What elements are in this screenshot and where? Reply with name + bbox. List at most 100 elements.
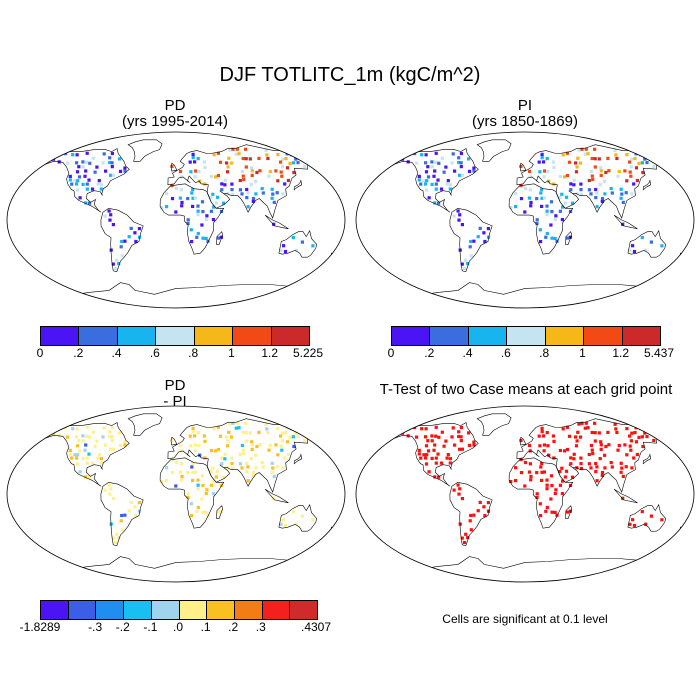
grid-cell [275,191,279,195]
grid-cell [75,462,80,466]
grid-cell [204,491,208,496]
grid-cell [613,422,617,426]
grid-cell [223,452,227,456]
grid-cell [68,174,72,178]
grid-cell [43,156,47,160]
grid-cell [486,235,491,239]
grid-cell [569,182,573,186]
grid-cell [274,169,278,173]
grid-cell [420,153,424,157]
grid-cell [178,196,182,200]
grid-cell [99,183,103,187]
grid-cell [535,197,539,201]
grid-cell [250,447,254,451]
colorbar-tick-label: 1.2 [261,346,279,360]
colorbar-tick-label: 1 [579,346,586,360]
grid-cell [456,209,460,213]
grid-cell [542,175,546,179]
grid-cell [550,236,554,240]
grid-cell [228,422,232,426]
grid-cell [120,528,124,532]
grid-cell [478,226,482,230]
grid-cell [225,444,230,448]
grid-cell [265,153,269,157]
grid-cell [586,152,590,156]
coastline-japan [293,453,303,465]
grid-cell [469,254,473,258]
coastline-africa [159,457,225,529]
colorbar-tick-label: .2 [424,346,435,360]
panel-title-pd-name: PD [164,97,186,114]
grid-cell [509,480,513,484]
grid-cell [196,483,200,487]
map-pi [355,131,695,309]
grid-cell [211,492,215,496]
colorbar-tick-label: -.2 [115,620,130,634]
grid-cell [244,421,248,425]
grid-cell [629,165,633,169]
grid-cell [599,443,603,447]
colorbar-swatch [156,327,195,345]
grid-cell [218,434,223,438]
grid-cell [448,187,452,191]
grid-cell [538,170,542,174]
grid-cell [549,223,553,227]
grid-cell [193,175,197,179]
grid-cell [286,452,290,457]
coastline-australia [627,230,667,258]
panel-title-ttest-name: T-Test of two Case means at each grid po… [379,381,673,398]
grid-cell [616,174,620,178]
grid-cell [540,188,544,192]
grid-cell [223,457,227,461]
grid-cell [632,249,637,254]
grid-cell [415,435,419,439]
grid-cell [212,205,216,209]
grid-cell [196,157,200,161]
grid-cell [591,177,595,182]
grid-cell [535,495,539,500]
grid-cell [558,209,562,213]
grid-cell [452,488,456,492]
grid-cell [546,444,550,448]
grid-cell [572,178,576,182]
grid-cell [555,513,559,517]
colorbar-swatch [392,327,431,345]
colorbar-pi [391,326,661,346]
colorbar-tick-label: .8 [539,346,550,360]
grid-cell [478,500,482,504]
grid-cell [191,204,195,208]
grid-cell [433,443,437,447]
grid-cell [635,452,639,457]
grid-cell [193,196,197,200]
grid-cell [603,179,607,183]
colorbar-swatch [262,601,291,619]
grid-cell [433,475,437,479]
grid-cell [628,248,632,252]
grid-cell [561,153,565,157]
grid-cell [392,430,396,434]
grid-cell [201,484,205,488]
grid-cell [220,182,224,186]
colorbar-tick-label: .0 [172,620,184,634]
grid-cell [450,435,454,439]
grid-cell [250,166,254,170]
grid-cell [255,170,259,175]
grid-cell [641,170,645,175]
grid-cell [110,151,114,156]
coastline-britain [170,162,178,172]
coastline-eurasia [516,144,669,219]
grid-cell [537,434,541,438]
grid-cell [459,161,463,165]
grid-cell [242,451,246,456]
grid-cell [186,495,190,500]
grid-cell [439,461,444,465]
coastline-indonesia [613,214,638,230]
grid-cell [427,470,431,474]
grid-cell [576,156,580,160]
grid-cell [75,444,80,448]
grid-cell [261,191,265,195]
grid-cell [85,461,89,465]
grid-cell [437,475,441,479]
grid-cell [77,449,82,453]
colorbar-swatch [290,601,318,619]
